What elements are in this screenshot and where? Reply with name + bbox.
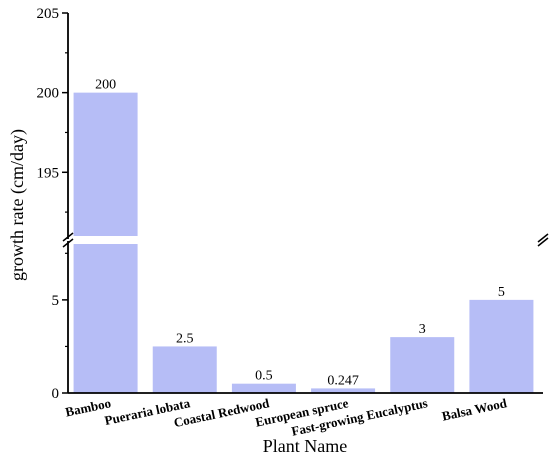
bar-european-spruce bbox=[311, 388, 376, 393]
x-axis-break-mark-bottom bbox=[537, 233, 549, 243]
bar-bamboo-upper bbox=[73, 92, 138, 237]
data-label-fast-growing-eucalyptus: 3 bbox=[419, 322, 426, 337]
bar-coastal-redwood bbox=[231, 383, 296, 393]
y-tick-label-0: 0 bbox=[52, 386, 60, 402]
y-tick-label-200: 200 bbox=[37, 86, 60, 102]
data-label-balsa-wood: 5 bbox=[498, 285, 505, 300]
data-label-bamboo: 200 bbox=[95, 78, 116, 93]
bars-group bbox=[73, 92, 534, 393]
x-tick-label-balsa-wood: Balsa Wood bbox=[440, 395, 508, 424]
bar-fast-growing-eucalyptus bbox=[390, 337, 455, 393]
y-tick-label-195: 195 bbox=[37, 165, 60, 181]
data-label-coastal-redwood: 0.5 bbox=[255, 369, 273, 384]
axes-group bbox=[62, 12, 549, 394]
bar-balsa-wood bbox=[469, 299, 534, 393]
data-label-pueraria-lobata: 2.5 bbox=[176, 331, 194, 346]
x-axis-break-mark-top bbox=[537, 237, 549, 247]
y-axis-break-mark-bottom bbox=[62, 238, 74, 248]
bar-pueraria-lobata bbox=[152, 346, 217, 393]
x-axis-title: Plant Name bbox=[263, 436, 347, 456]
y-tick-label-205: 205 bbox=[37, 6, 60, 22]
data-label-european-spruce: 0.247 bbox=[327, 373, 359, 388]
bar-bamboo-lower bbox=[73, 244, 138, 393]
y-axis-break-mark-top bbox=[62, 232, 74, 242]
y-tick-label-5: 5 bbox=[52, 293, 60, 309]
y-axis-title: growth rate (cm/day) bbox=[7, 129, 28, 281]
